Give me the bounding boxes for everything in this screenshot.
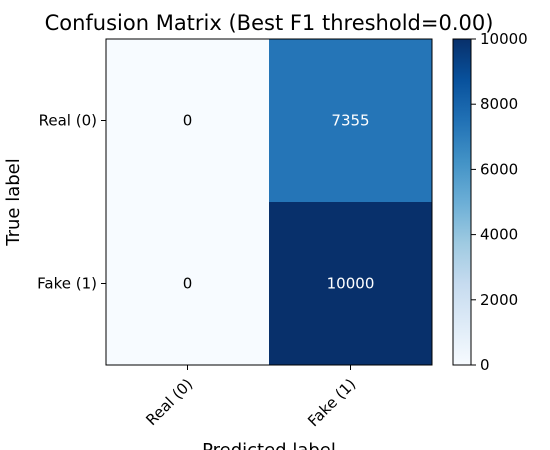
cell-value-label: 10000 [327, 275, 375, 293]
y-axis-label: True label [3, 158, 24, 247]
colorbar-tick-label: 0 [480, 356, 490, 374]
colorbar-tick-label: 10000 [480, 30, 528, 48]
plot-frame [105, 38, 433, 366]
y-tick-label: Real (0) [39, 112, 97, 130]
colorbar-tick-label: 4000 [480, 226, 518, 244]
matrix-cell [269, 39, 432, 202]
cell-value-label: 0 [183, 112, 193, 130]
y-tick-label: Fake (1) [37, 275, 97, 293]
cell-value-label: 7355 [331, 112, 369, 130]
x-axis-label: Predicted label [202, 440, 336, 450]
x-tick-label: Fake (1) [304, 375, 359, 430]
matrix-cell [269, 202, 432, 365]
chart-title: Confusion Matrix (Best F1 threshold=0.00… [45, 11, 494, 35]
matrix-cell [106, 39, 269, 202]
colorbar-tick-label: 8000 [480, 95, 518, 113]
matrix-cell [106, 202, 269, 365]
colorbar [452, 38, 472, 366]
colorbar-tick-label: 6000 [480, 160, 518, 178]
colorbar-tick-label: 2000 [480, 291, 518, 309]
cell-value-label: 0 [183, 275, 193, 293]
x-tick-label: Real (0) [142, 375, 196, 429]
